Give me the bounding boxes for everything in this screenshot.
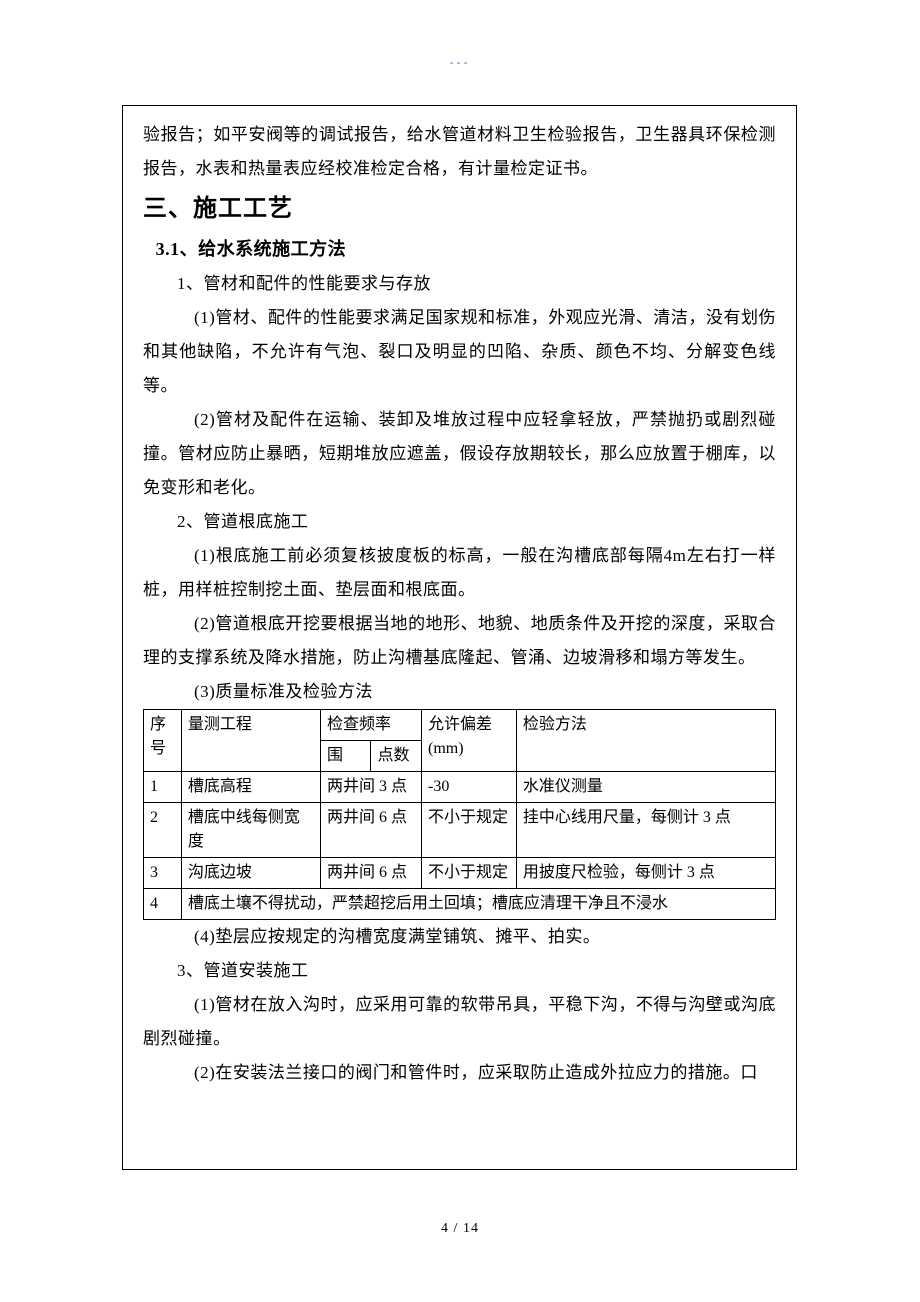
cell-freq: 两井间 6 点 — [320, 803, 421, 858]
cell-seq: 1 — [144, 772, 182, 803]
cell-seq: 4 — [144, 889, 182, 920]
col-project: 量测工程 — [181, 710, 320, 772]
cell-seq: 2 — [144, 803, 182, 858]
section-3-heading: 三、施工工艺 — [143, 188, 776, 231]
table-row: 1 槽底高程 两井间 3 点 -30 水准仪测量 — [144, 772, 776, 803]
col-tolerance: 允许偏差(mm) — [422, 710, 517, 772]
subsection-3-1: 3.1、给水系统施工方法 — [143, 231, 776, 267]
item-1-para-1: (1)管材、配件的性能要求满足国家规和标准，外观应光滑、清洁，没有划伤和其他缺陷… — [143, 301, 776, 403]
col-seq: 序号 — [144, 710, 182, 772]
item-2-para-2-text: (2)管道根底开挖要根据当地的地形、地貌、地质条件及开挖的深度，采取合理的支撑系… — [143, 614, 776, 667]
item-1-para-1-text: (1)管材、配件的性能要求满足国家规和标准，外观应光滑、清洁，没有划伤和其他缺陷… — [143, 308, 776, 395]
table-row: 2 槽底中线每侧宽度 两井间 6 点 不小于规定 挂中心线用尺量，每侧计 3 点 — [144, 803, 776, 858]
cell-method: 用披度尺检验，每侧计 3 点 — [516, 858, 775, 889]
item-2-para-1: (1)根底施工前必须复核披度板的标高，一般在沟槽底部每隔4m左右打一样桩，用样桩… — [143, 539, 776, 607]
item-2-title: 2、管道根底施工 — [143, 505, 776, 539]
cell-method: 挂中心线用尺量，每侧计 3 点 — [516, 803, 775, 858]
header-mark: --- — [450, 55, 471, 70]
item-3-para-2: (2)在安装法兰接口的阀门和管件时，应采取防止造成外拉应力的措施。口 — [143, 1056, 776, 1090]
page-content-frame: 验报告；如平安阀等的调试报告，给水管道材料卫生检验报告，卫生器具环保检测报告，水… — [122, 105, 797, 1170]
col-freq-header: 检查频率 — [320, 710, 421, 741]
col-freq-points: 点数 — [371, 741, 422, 772]
item-3-para-1: (1)管材在放入沟时，应采用可靠的软带吊具，平稳下沟，不得与沟壁或沟底剧烈碰撞。 — [143, 988, 776, 1056]
cell-project: 槽底中线每侧宽度 — [181, 803, 320, 858]
cell-method: 水准仪测量 — [516, 772, 775, 803]
page-number: 4 / 14 — [441, 1221, 479, 1237]
item-2-para-4: (4)垫层应按规定的沟槽宽度满堂铺筑、摊平、拍实。 — [143, 920, 776, 954]
item-3-para-2-text: (2)在安装法兰接口的阀门和管件时，应采取防止造成外拉应力的措施。口 — [194, 1063, 758, 1082]
cell-freq: 两井间 3 点 — [320, 772, 421, 803]
cell-project: 沟底边坡 — [181, 858, 320, 889]
item-2-para-1-text: (1)根底施工前必须复核披度板的标高，一般在沟槽底部每隔4m左右打一样桩，用样桩… — [143, 546, 776, 599]
col-method: 检验方法 — [516, 710, 775, 772]
item-1-title: 1、管材和配件的性能要求与存放 — [143, 267, 776, 301]
cell-project: 槽底高程 — [181, 772, 320, 803]
col-freq-scope: 围 — [320, 741, 371, 772]
cell-freq: 两井间 6 点 — [320, 858, 421, 889]
item-2-para-2: (2)管道根底开挖要根据当地的地形、地貌、地质条件及开挖的深度，采取合理的支撑系… — [143, 607, 776, 675]
cell-seq: 3 — [144, 858, 182, 889]
table-row: 3 沟底边坡 两井间 6 点 不小于规定 用披度尺检验，每侧计 3 点 — [144, 858, 776, 889]
item-1-para-2: (2)管材及配件在运输、装卸及堆放过程中应轻拿轻放，严禁抛扔或剧烈碰撞。管材应防… — [143, 403, 776, 505]
table-row: 4 槽底土壤不得扰动，严禁超挖后用土回填；槽底应清理干净且不浸水 — [144, 889, 776, 920]
item-3-title: 3、管道安装施工 — [143, 954, 776, 988]
cell-tolerance: 不小于规定 — [422, 858, 517, 889]
cell-tolerance: -30 — [422, 772, 517, 803]
item-2-para-3: (3)质量标准及检验方法 — [143, 675, 776, 709]
item-1-para-2-text: (2)管材及配件在运输、装卸及堆放过程中应轻拿轻放，严禁抛扔或剧烈碰撞。管材应防… — [143, 410, 776, 497]
table-header-row-1: 序号 量测工程 检查频率 允许偏差(mm) 检验方法 — [144, 710, 776, 741]
cell-merged: 槽底土壤不得扰动，严禁超挖后用土回填；槽底应清理干净且不浸水 — [181, 889, 775, 920]
cell-tolerance: 不小于规定 — [422, 803, 517, 858]
intro-paragraph: 验报告；如平安阀等的调试报告，给水管道材料卫生检验报告，卫生器具环保检测报告，水… — [143, 118, 776, 186]
item-3-para-1-text: (1)管材在放入沟时，应采用可靠的软带吊具，平稳下沟，不得与沟壁或沟底剧烈碰撞。 — [143, 995, 776, 1048]
quality-standards-table: 序号 量测工程 检查频率 允许偏差(mm) 检验方法 围 点数 1 槽底高程 两… — [143, 709, 776, 920]
